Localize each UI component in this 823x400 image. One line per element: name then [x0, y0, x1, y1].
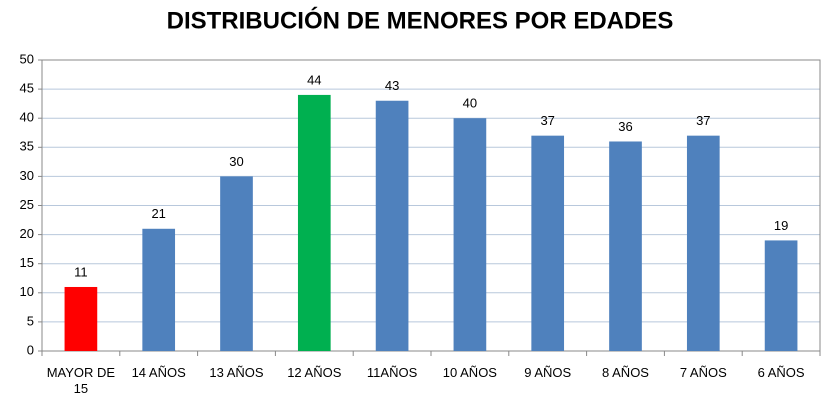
bar [531, 135, 565, 351]
y-tick-label: 10 [20, 284, 34, 299]
bar [375, 100, 409, 352]
x-tick-label: 7 AÑOS [679, 365, 727, 380]
x-tick-label: MAYOR DE 15 [46, 365, 116, 396]
data-label: 40 [463, 96, 477, 111]
data-label: 21 [151, 206, 165, 221]
y-tick-label: 20 [20, 226, 34, 241]
y-tick-label: 0 [27, 342, 34, 357]
data-label: 37 [696, 113, 710, 128]
bar [609, 141, 642, 351]
x-tick-label: 6 AÑOS [757, 365, 805, 380]
x-tick-label: 13 AÑOS [209, 365, 264, 380]
x-tick-label: 8 AÑOS [602, 365, 649, 380]
data-label: 36 [618, 119, 632, 134]
bar [64, 286, 98, 351]
chart-title: DISTRIBUCIÓN DE MENORES POR EDADES [167, 6, 674, 34]
data-label: 11 [74, 264, 88, 279]
bar [764, 240, 798, 351]
y-tick-label: 30 [20, 168, 34, 183]
x-tick-label: 10 AÑOS [442, 365, 497, 380]
data-label: 37 [540, 113, 554, 128]
x-tick-label: 9 AÑOS [524, 365, 572, 380]
data-label: 19 [774, 218, 788, 233]
bar [220, 176, 253, 351]
y-tick-label: 40 [20, 110, 34, 125]
y-tick-label: 50 [20, 51, 34, 66]
bar [686, 135, 720, 351]
x-tick-label: 12 AÑOS [287, 365, 342, 380]
bar [142, 228, 176, 351]
x-tick-label: 11AÑOS [366, 365, 418, 380]
y-tick-label: 45 [20, 81, 34, 96]
y-tick-label: 5 [27, 313, 34, 328]
bar [453, 118, 487, 351]
y-tick-label: 35 [20, 139, 34, 154]
data-label: 30 [229, 154, 243, 169]
data-label: 44 [307, 72, 321, 87]
y-tick-label: 25 [20, 197, 34, 212]
y-tick-label: 15 [20, 255, 34, 270]
data-label: 43 [385, 78, 399, 93]
x-tick-label: 14 AÑOS [131, 365, 186, 380]
bar [297, 94, 331, 352]
